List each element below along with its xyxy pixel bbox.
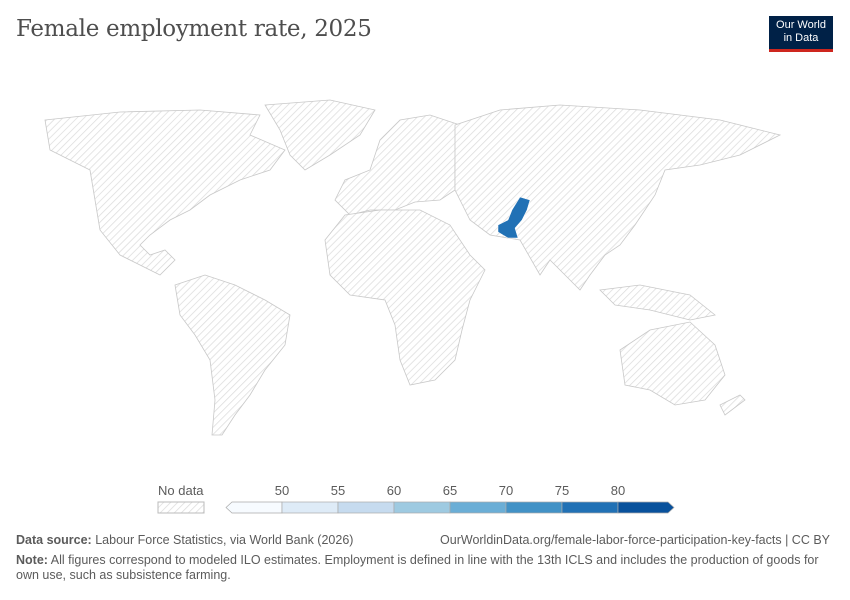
region-southeast-asia[interactable] bbox=[599, 284, 716, 321]
chart-title: Female employment rate, 2025 bbox=[16, 16, 372, 42]
data-source: Data source: Labour Force Statistics, vi… bbox=[16, 533, 353, 547]
legend-bin-4 bbox=[449, 501, 507, 514]
legend-tick-label: 50 bbox=[275, 483, 289, 498]
world-map[interactable] bbox=[0, 60, 850, 460]
legend-tick-label: 80 bbox=[611, 483, 625, 498]
source-text[interactable]: Labour Force Statistics, via World Bank … bbox=[95, 533, 354, 547]
region-south-america[interactable] bbox=[174, 274, 291, 436]
legend-bin-3 bbox=[393, 501, 451, 514]
legend-bin-7 bbox=[617, 501, 675, 514]
logo-line-2: in Data bbox=[783, 32, 819, 44]
legend-bin-6 bbox=[561, 501, 619, 514]
note: Note: All figures correspond to modeled … bbox=[16, 553, 836, 583]
legend-tick-label: 60 bbox=[387, 483, 401, 498]
legend-bin-2 bbox=[337, 501, 395, 514]
legend-tick-label: 65 bbox=[443, 483, 457, 498]
color-legend: No data 50 55 60 65 70 75 80 bbox=[157, 483, 675, 514]
legend-tick-label: 70 bbox=[499, 483, 513, 498]
legend-tick-label: 55 bbox=[331, 483, 345, 498]
legend-bin-1 bbox=[281, 501, 339, 514]
source-label: Data source: bbox=[16, 533, 92, 547]
region-asia[interactable] bbox=[454, 104, 782, 291]
region-north-america[interactable] bbox=[44, 109, 286, 276]
note-label: Note: bbox=[16, 553, 48, 567]
legend-tick-label: 75 bbox=[555, 483, 569, 498]
region-greenland[interactable] bbox=[264, 99, 376, 171]
note-text: All figures correspond to modeled ILO es… bbox=[16, 553, 819, 582]
source-url[interactable]: OurWorldinData.org/female-labor-force-pa… bbox=[440, 533, 830, 547]
region-australia[interactable] bbox=[619, 321, 726, 406]
legend-bin-5 bbox=[505, 501, 563, 514]
region-new-zealand[interactable] bbox=[719, 394, 746, 416]
region-pakistan[interactable] bbox=[497, 196, 531, 239]
region-africa[interactable] bbox=[324, 209, 486, 386]
legend-bin-0 bbox=[225, 501, 283, 514]
legend-no-data-swatch bbox=[157, 501, 205, 514]
owid-logo[interactable]: Our World in Data bbox=[769, 16, 833, 52]
logo-line-1: Our World bbox=[776, 19, 826, 31]
legend-no-data-label: No data bbox=[158, 483, 204, 498]
